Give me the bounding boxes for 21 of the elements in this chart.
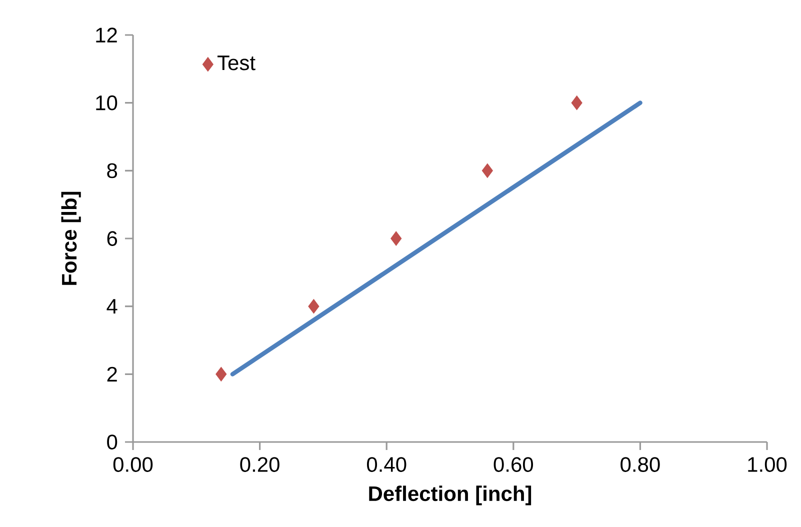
point xyxy=(482,163,493,178)
x-tick-label: 0.80 xyxy=(620,457,660,472)
y-tick-label: 4 xyxy=(106,299,118,314)
point xyxy=(571,96,582,110)
x-tick-label: 0.00 xyxy=(113,457,153,472)
y-tick-label: 12 xyxy=(96,28,117,42)
x-tick-label: 1.00 xyxy=(748,457,787,472)
y-axis-title: Force [lb] xyxy=(61,192,81,285)
y-tick-label: 10 xyxy=(96,95,118,110)
x-tick-label: 0.60 xyxy=(494,457,534,472)
x-tick-label: 0.40 xyxy=(366,457,406,472)
y-tick-label: 6 xyxy=(107,231,118,246)
y-tick-label: 0 xyxy=(107,434,118,450)
point xyxy=(216,366,227,382)
legend-label: Test xyxy=(217,56,256,70)
y-tick-label: 2 xyxy=(107,366,117,382)
point xyxy=(308,299,320,314)
x-tick-label: 0.20 xyxy=(240,457,280,472)
point xyxy=(390,231,402,246)
x-axis-title: Deflection [inch] xyxy=(369,486,532,506)
y-tick-label: 8 xyxy=(107,163,118,178)
